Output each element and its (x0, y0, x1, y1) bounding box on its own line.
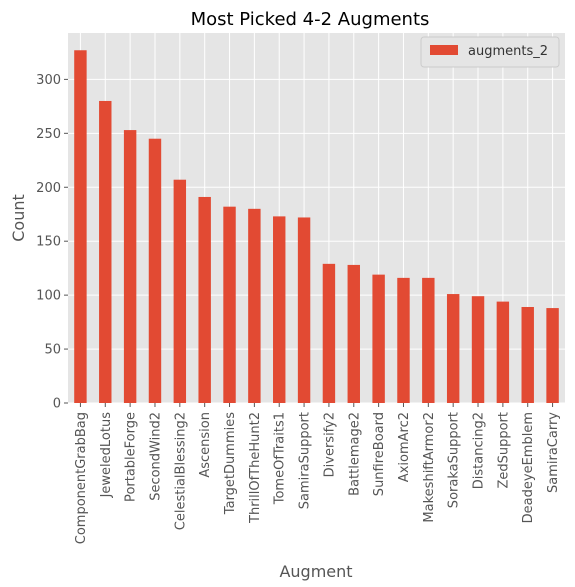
legend-box (420, 36, 560, 68)
y-tick-label: 300 (36, 73, 61, 88)
bar-TargetDummies (223, 206, 236, 403)
x-tick-label: AxiomArc2 (397, 412, 412, 482)
x-tick-label: TomeOfTraits1 (273, 412, 288, 505)
y-axis-label: Count (9, 194, 28, 242)
bars (74, 50, 559, 404)
bar-CelestialBlessing2 (173, 179, 187, 403)
bar-ThrillOfTheHunt2 (248, 208, 261, 403)
x-tick-label: SorakaSupport (447, 412, 462, 508)
x-tick-label: Distancing2 (472, 412, 487, 489)
bar-PortableForge (123, 130, 137, 404)
bar-Diversify2 (322, 263, 336, 403)
bar-DeadeyeEmblem (521, 306, 534, 403)
x-tick-label: PortableForge (124, 412, 139, 502)
x-axis-ticks: ComponentGrabBag JeweledLotus PortableForg… (74, 403, 561, 544)
bar-AxiomArc2 (397, 277, 410, 403)
y-tick-label: 200 (36, 181, 61, 196)
y-tick-label: 0 (53, 397, 61, 412)
bar-MakeshiftArmor2 (422, 277, 435, 403)
x-tick-label: TargetDummies (223, 412, 238, 515)
bar-SamiraCarry (546, 308, 559, 403)
y-tick-label: 50 (44, 343, 61, 358)
legend-swatch (430, 45, 458, 55)
x-tick-label: SamiraCarry (546, 412, 561, 493)
x-tick-label: ThrillOfTheHunt2 (248, 412, 263, 524)
x-tick-label: JeweledLotus (99, 412, 114, 499)
bar-JeweledLotus (99, 100, 112, 404)
bar-Distancing2 (471, 296, 485, 403)
x-tick-label: ComponentGrabBag (74, 412, 89, 544)
bar-TomeOfTraits1 (273, 216, 286, 403)
x-tick-label: MakeshiftArmor2 (422, 412, 437, 523)
x-tick-label: CelestialBlessing2 (173, 412, 188, 530)
y-axis-ticks: 0 50 100 150 200 250 300 (36, 73, 68, 412)
x-tick-label: SecondWind2 (148, 412, 163, 501)
bar-SunfireBoard (372, 274, 385, 403)
x-tick-label: SunfireBoard (372, 412, 387, 496)
bar-ComponentGrabBag (74, 50, 87, 404)
bar-Ascension (198, 196, 211, 403)
y-tick-label: 250 (36, 127, 61, 142)
legend-label: augments_2 (468, 44, 548, 59)
bar-SorakaSupport (446, 294, 460, 403)
x-axis-label: Augment (279, 562, 352, 581)
chart-title: Most Picked 4-2 Augments (191, 9, 430, 30)
x-tick-label: Diversify2 (322, 412, 337, 477)
legend: augments_2 (420, 36, 560, 68)
bar-ZedSupport (496, 301, 510, 403)
bar-SamiraSupport (297, 217, 311, 403)
x-tick-label: DeadeyeEmblem (521, 412, 536, 523)
x-tick-label: SamiraSupport (298, 412, 313, 509)
bar-SecondWind2 (148, 138, 162, 403)
x-tick-label: ZedSupport (496, 412, 511, 489)
y-tick-label: 100 (36, 289, 61, 304)
x-tick-label: Battlemage2 (347, 412, 362, 496)
y-tick-label: 150 (36, 235, 61, 250)
x-tick-label: Ascension (198, 412, 213, 478)
bar-Battlemage2 (347, 264, 360, 403)
plot-area (68, 33, 565, 403)
